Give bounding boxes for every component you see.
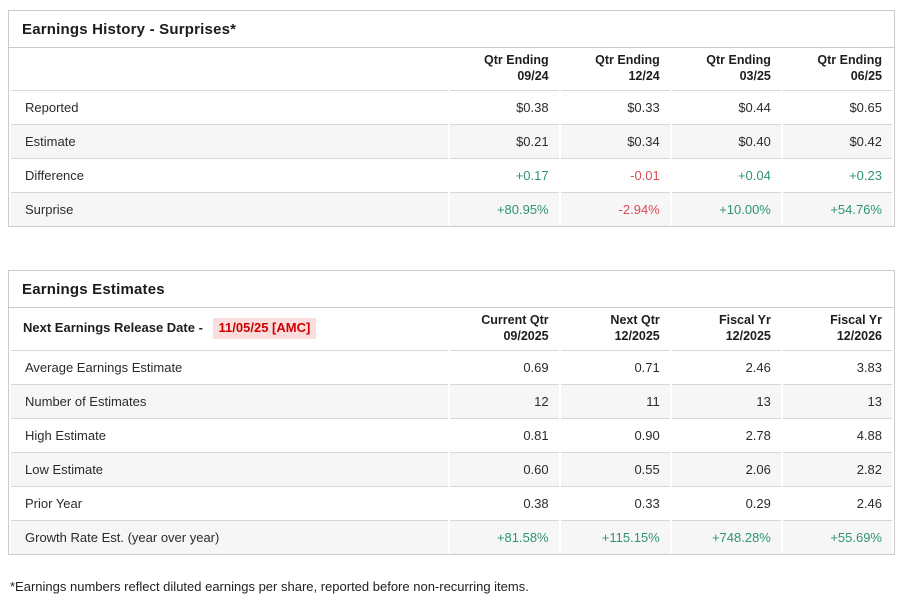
cell-value: 13 (782, 384, 892, 418)
col-header-label: Qtr Ending (817, 53, 882, 67)
cell-value: +115.15% (560, 520, 670, 554)
col-header-label: Qtr Ending (484, 53, 549, 67)
col-header-period: 12/24 (628, 69, 660, 83)
cell-value: 0.81 (449, 418, 559, 452)
row-label: Surprise (11, 192, 448, 226)
cell-value: +54.76% (782, 192, 892, 226)
cell-value: $0.40 (671, 124, 781, 158)
history-row-estimate: Estimate $0.21 $0.34 $0.40 $0.42 (11, 124, 892, 158)
estimates-header-row: Next Earnings Release Date - 11/05/25 [A… (11, 308, 892, 350)
history-col-header-qtr-06-25: Qtr Ending 06/25 (782, 48, 892, 90)
history-row-reported: Reported $0.38 $0.33 $0.44 $0.65 (11, 90, 892, 124)
cell-value: $0.42 (782, 124, 892, 158)
row-label: High Estimate (11, 418, 448, 452)
col-header-period: 09/2025 (503, 329, 549, 343)
earnings-history-table: Qtr Ending 09/24 Qtr Ending 12/24 Qtr En… (9, 48, 894, 226)
row-label: Prior Year (11, 486, 448, 520)
cell-value: -2.94% (560, 192, 670, 226)
cell-value: 2.78 (671, 418, 781, 452)
earnings-history-section: Earnings History - Surprises* Qtr Ending… (8, 10, 895, 227)
earnings-estimates-section: Earnings Estimates Next Earnings Release… (8, 270, 895, 555)
history-header-row: Qtr Ending 09/24 Qtr Ending 12/24 Qtr En… (11, 48, 892, 90)
cell-value: 0.90 (560, 418, 670, 452)
col-header-period: 06/25 (850, 69, 882, 83)
estimates-col-header-fiscal-yr-2026: Fiscal Yr 12/2026 (782, 308, 892, 350)
cell-value: 4.88 (782, 418, 892, 452)
cell-value: $0.38 (449, 90, 559, 124)
col-header-label: Fiscal Yr (830, 313, 882, 327)
history-row-surprise: Surprise +80.95% -2.94% +10.00% +54.76% (11, 192, 892, 226)
release-date-label: Next Earnings Release Date - (23, 319, 203, 335)
cell-value: 0.33 (560, 486, 670, 520)
row-label: Average Earnings Estimate (11, 350, 448, 384)
col-header-period: 12/2025 (614, 329, 660, 343)
cell-value: +0.17 (449, 158, 559, 192)
estimates-col-header-fiscal-yr-2025: Fiscal Yr 12/2025 (671, 308, 781, 350)
cell-value: -0.01 (560, 158, 670, 192)
col-header-label: Next Qtr (610, 313, 660, 327)
cell-value: +748.28% (671, 520, 781, 554)
cell-value: $0.34 (560, 124, 670, 158)
next-earnings-release-cell: Next Earnings Release Date - 11/05/25 [A… (11, 308, 448, 350)
col-header-label: Current Qtr (481, 313, 549, 327)
cell-value: 2.46 (782, 486, 892, 520)
history-col-header-qtr-12-24: Qtr Ending 12/24 (560, 48, 670, 90)
estimates-col-header-current-qtr: Current Qtr 09/2025 (449, 308, 559, 350)
col-header-period: 12/2026 (836, 329, 882, 343)
cell-value: 0.71 (560, 350, 670, 384)
estimates-row-number: Number of Estimates 12 11 13 13 (11, 384, 892, 418)
col-header-label: Qtr Ending (595, 53, 660, 67)
history-col-header-qtr-03-25: Qtr Ending 03/25 (671, 48, 781, 90)
cell-value: +80.95% (449, 192, 559, 226)
cell-value: 13 (671, 384, 781, 418)
cell-value: $0.44 (671, 90, 781, 124)
cell-value: 0.69 (449, 350, 559, 384)
estimates-col-header-next-qtr: Next Qtr 12/2025 (560, 308, 670, 350)
estimates-row-average: Average Earnings Estimate 0.69 0.71 2.46… (11, 350, 892, 384)
earnings-estimates-table: Next Earnings Release Date - 11/05/25 [A… (9, 308, 894, 554)
col-header-period: 12/2025 (725, 329, 771, 343)
cell-value: 2.06 (671, 452, 781, 486)
row-label: Number of Estimates (11, 384, 448, 418)
cell-value: +10.00% (671, 192, 781, 226)
col-header-label: Qtr Ending (706, 53, 771, 67)
cell-value: 0.60 (449, 452, 559, 486)
cell-value: 0.38 (449, 486, 559, 520)
cell-value: 0.55 (560, 452, 670, 486)
row-label: Estimate (11, 124, 448, 158)
earnings-estimates-title: Earnings Estimates (9, 271, 894, 308)
row-label: Difference (11, 158, 448, 192)
history-header-empty-cell (11, 48, 448, 90)
earnings-history-title: Earnings History - Surprises* (9, 11, 894, 48)
cell-value: 11 (560, 384, 670, 418)
cell-value: $0.65 (782, 90, 892, 124)
estimates-row-prior-year: Prior Year 0.38 0.33 0.29 2.46 (11, 486, 892, 520)
estimates-row-growth-rate: Growth Rate Est. (year over year) +81.58… (11, 520, 892, 554)
cell-value: 2.82 (782, 452, 892, 486)
earnings-footnote: *Earnings numbers reflect diluted earnin… (10, 579, 529, 594)
estimates-row-high: High Estimate 0.81 0.90 2.78 4.88 (11, 418, 892, 452)
col-header-period: 09/24 (517, 69, 549, 83)
cell-value: +0.23 (782, 158, 892, 192)
col-header-period: 03/25 (739, 69, 771, 83)
release-date-badge: 11/05/25 [AMC] (212, 317, 317, 339)
cell-value: 0.29 (671, 486, 781, 520)
cell-value: 2.46 (671, 350, 781, 384)
cell-value: +81.58% (449, 520, 559, 554)
cell-value: +55.69% (782, 520, 892, 554)
history-row-difference: Difference +0.17 -0.01 +0.04 +0.23 (11, 158, 892, 192)
row-label: Growth Rate Est. (year over year) (11, 520, 448, 554)
cell-value: +0.04 (671, 158, 781, 192)
history-col-header-qtr-09-24: Qtr Ending 09/24 (449, 48, 559, 90)
col-header-label: Fiscal Yr (718, 313, 771, 327)
row-label: Reported (11, 90, 448, 124)
row-label: Low Estimate (11, 452, 448, 486)
cell-value: 3.83 (782, 350, 892, 384)
estimates-row-low: Low Estimate 0.60 0.55 2.06 2.82 (11, 452, 892, 486)
cell-value: $0.21 (449, 124, 559, 158)
cell-value: 12 (449, 384, 559, 418)
cell-value: $0.33 (560, 90, 670, 124)
